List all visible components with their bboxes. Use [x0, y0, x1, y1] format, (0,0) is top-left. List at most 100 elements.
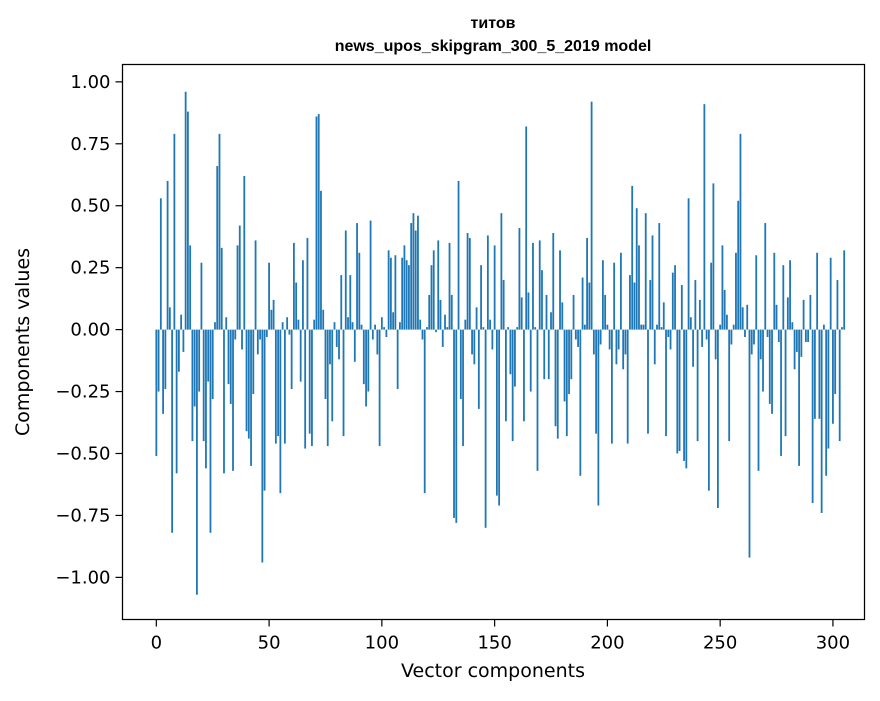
- bar: [679, 330, 681, 451]
- x-tick-label: 150: [477, 633, 511, 654]
- bar: [579, 330, 581, 476]
- bar: [358, 253, 360, 330]
- bar: [742, 307, 744, 329]
- bar: [397, 330, 399, 389]
- bar: [528, 292, 530, 329]
- bar: [455, 330, 457, 523]
- bar: [325, 330, 327, 399]
- bar: [550, 312, 552, 329]
- bar: [476, 307, 478, 329]
- bar: [372, 330, 374, 340]
- bar: [300, 330, 302, 382]
- bar: [841, 327, 843, 329]
- bar: [746, 305, 748, 330]
- bar: [408, 265, 410, 329]
- bar: [284, 330, 286, 444]
- bar: [586, 238, 588, 330]
- bar: [307, 238, 309, 330]
- x-tick-label: 50: [258, 633, 281, 654]
- bar: [383, 327, 385, 329]
- bar: [744, 330, 746, 337]
- bar: [182, 330, 184, 352]
- bar: [724, 290, 726, 330]
- bar: [670, 330, 672, 350]
- bar: [496, 330, 498, 496]
- bar: [469, 238, 471, 330]
- bar: [205, 330, 207, 469]
- bar: [176, 330, 178, 474]
- bar: [431, 265, 433, 329]
- bar: [187, 112, 189, 330]
- bar: [239, 226, 241, 330]
- x-tick-label: 100: [365, 633, 399, 654]
- bar: [404, 245, 406, 329]
- bar: [751, 330, 753, 355]
- bar: [449, 243, 451, 330]
- bar: [516, 327, 518, 329]
- bar: [230, 330, 232, 404]
- bar: [379, 330, 381, 446]
- bar: [794, 330, 796, 370]
- bar: [839, 330, 841, 442]
- bar: [616, 330, 618, 365]
- bar: [417, 216, 419, 330]
- bar: [740, 134, 742, 330]
- bar: [532, 243, 534, 330]
- bar: [512, 330, 514, 442]
- y-tick-label: 0.25: [70, 258, 110, 279]
- bar: [462, 330, 464, 446]
- bar: [726, 315, 728, 330]
- bar: [600, 330, 602, 345]
- bar: [210, 330, 212, 533]
- bar: [370, 221, 372, 330]
- bar: [706, 330, 708, 340]
- bar: [773, 253, 775, 330]
- bar: [367, 330, 369, 392]
- bar: [435, 330, 437, 332]
- bar: [728, 330, 730, 442]
- bar: [275, 330, 277, 444]
- bar: [688, 198, 690, 329]
- bar: [291, 330, 293, 389]
- bar: [805, 330, 807, 342]
- y-tick-label: −1.00: [55, 567, 110, 588]
- bar: [559, 250, 561, 329]
- bar: [575, 330, 577, 340]
- bar: [329, 330, 331, 365]
- bar: [555, 330, 557, 427]
- bar: [674, 265, 676, 329]
- bar: [277, 330, 279, 437]
- bar: [225, 317, 227, 329]
- bar: [717, 330, 719, 508]
- bar: [690, 317, 692, 329]
- bar: [164, 330, 166, 389]
- bar: [749, 330, 751, 558]
- bar: [422, 330, 424, 340]
- bar: [189, 245, 191, 329]
- bar: [426, 327, 428, 329]
- bar: [814, 330, 816, 419]
- bar: [196, 330, 198, 595]
- bar: [692, 330, 694, 367]
- bar: [643, 325, 645, 330]
- bar: [758, 330, 760, 471]
- bar: [374, 325, 376, 330]
- bar: [796, 330, 798, 352]
- bar: [255, 240, 257, 329]
- y-tick-label: 0.50: [70, 196, 110, 217]
- bar-chart: титов news_upos_skipgram_300_5_2019 mode…: [0, 0, 880, 696]
- bar: [214, 322, 216, 329]
- bar: [625, 330, 627, 355]
- bar: [356, 223, 358, 330]
- bar: [785, 330, 787, 437]
- bar: [331, 330, 333, 422]
- bar: [762, 330, 764, 392]
- bar: [334, 322, 336, 329]
- bar: [505, 330, 507, 422]
- x-tick-label: 250: [703, 633, 737, 654]
- bar: [769, 330, 771, 404]
- bar: [354, 330, 356, 362]
- bar: [444, 315, 446, 330]
- bar: [731, 330, 733, 345]
- bar: [212, 330, 214, 399]
